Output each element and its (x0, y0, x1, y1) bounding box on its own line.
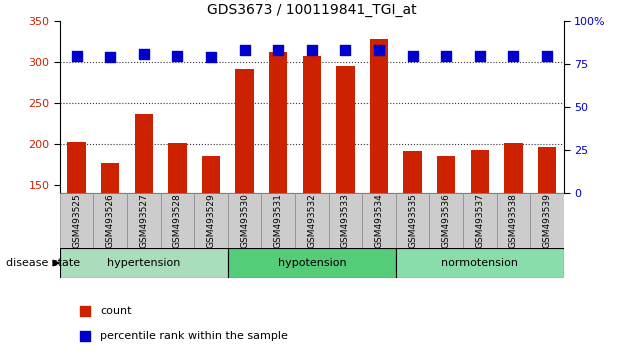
Point (72, 53, 82, 58)
Bar (228, 193, 261, 248)
Bar (202, 156, 220, 193)
Text: count: count (100, 306, 132, 316)
Bar (437, 156, 455, 193)
Text: GSM493538: GSM493538 (509, 193, 518, 248)
Bar (396, 193, 430, 248)
Text: GSM493534: GSM493534 (375, 193, 384, 248)
Point (441, 53, 451, 58)
Text: disease state: disease state (6, 258, 81, 268)
Point (173, 53, 183, 58)
Bar (161, 193, 194, 248)
Point (542, 53, 552, 58)
Text: GSM493528: GSM493528 (173, 193, 182, 248)
Text: normotension: normotension (442, 258, 518, 268)
Bar (60, 193, 93, 248)
Bar (504, 143, 523, 193)
Text: GSM493532: GSM493532 (307, 193, 316, 248)
Text: hypotension: hypotension (278, 258, 346, 268)
Bar (261, 193, 295, 248)
Text: hypertension: hypertension (107, 258, 181, 268)
Bar (430, 193, 463, 248)
Point (139, 51, 149, 57)
Text: GSM493529: GSM493529 (207, 193, 215, 248)
Bar (67, 142, 86, 193)
Text: GSM493526: GSM493526 (106, 193, 115, 248)
Title: GDS3673 / 100119841_TGI_at: GDS3673 / 100119841_TGI_at (207, 4, 416, 17)
Text: GSM493531: GSM493531 (274, 193, 283, 248)
Point (105, 55, 115, 60)
Bar (336, 66, 355, 193)
Bar (228, 248, 396, 278)
Bar (329, 193, 362, 248)
Bar (93, 193, 127, 248)
Point (307, 47, 317, 53)
Bar (194, 193, 228, 248)
Point (273, 47, 284, 53)
Text: GSM493525: GSM493525 (72, 193, 81, 248)
Text: GSM493537: GSM493537 (476, 193, 484, 248)
Bar (269, 52, 287, 193)
Bar (135, 114, 153, 193)
Point (508, 53, 518, 58)
Text: GSM493535: GSM493535 (408, 193, 417, 248)
Bar (168, 143, 186, 193)
Point (80, 333, 90, 339)
Bar (463, 193, 496, 248)
Point (239, 47, 249, 53)
Text: GSM493533: GSM493533 (341, 193, 350, 248)
Point (206, 55, 216, 60)
Text: GSM493539: GSM493539 (542, 193, 551, 248)
Text: GSM493530: GSM493530 (240, 193, 249, 248)
Bar (396, 248, 564, 278)
Bar (403, 151, 422, 193)
Bar (302, 56, 321, 193)
Bar (538, 147, 556, 193)
Bar (370, 39, 388, 193)
Bar (295, 193, 329, 248)
Text: GSM493527: GSM493527 (139, 193, 148, 248)
Bar (530, 193, 564, 248)
Bar (60, 248, 228, 278)
Point (475, 53, 485, 58)
Bar (362, 193, 396, 248)
Bar (496, 193, 530, 248)
Bar (471, 150, 489, 193)
Bar (127, 193, 161, 248)
Text: GSM493536: GSM493536 (442, 193, 450, 248)
Bar (101, 164, 120, 193)
Point (374, 47, 384, 53)
Point (408, 53, 418, 58)
Bar (236, 69, 254, 193)
Text: percentile rank within the sample: percentile rank within the sample (100, 331, 288, 341)
Point (80, 308, 90, 314)
Point (340, 47, 350, 53)
